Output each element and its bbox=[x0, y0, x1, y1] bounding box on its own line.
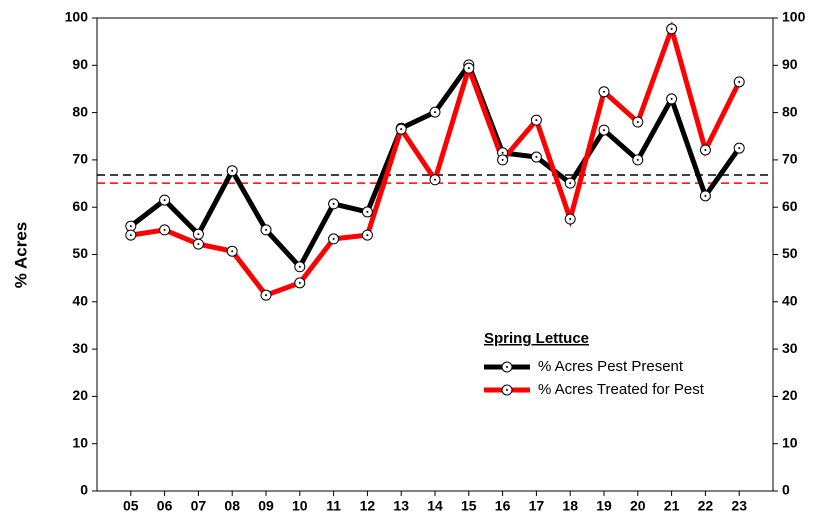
y-tick-label: 50 bbox=[72, 245, 88, 261]
y-tick-label: 80 bbox=[72, 103, 88, 119]
x-tick-label: 20 bbox=[630, 498, 646, 514]
y-tick-label: 0 bbox=[80, 482, 88, 498]
y-tick-label: 10 bbox=[72, 434, 88, 450]
x-tick-label: 23 bbox=[731, 498, 747, 514]
marker-dot bbox=[704, 148, 707, 151]
y-tick-label: 30 bbox=[72, 340, 88, 356]
marker-dot bbox=[231, 250, 234, 253]
marker-dot bbox=[603, 129, 605, 132]
x-tick-label: 19 bbox=[596, 498, 612, 514]
marker-dot bbox=[129, 225, 132, 228]
x-tick-label: 17 bbox=[529, 498, 545, 514]
y-tick-label: 20 bbox=[72, 387, 88, 403]
marker-dot bbox=[535, 156, 538, 159]
marker-dot bbox=[332, 202, 335, 205]
legend-label: % Acres Pest Present bbox=[538, 358, 684, 375]
marker-dot bbox=[636, 121, 639, 124]
y2-tick-label: 30 bbox=[782, 340, 798, 356]
x-tick-label: 14 bbox=[427, 498, 443, 514]
y2-tick-label: 20 bbox=[782, 387, 798, 403]
y2-tick-label: 40 bbox=[782, 293, 798, 309]
marker-dot bbox=[535, 119, 538, 122]
marker-dot bbox=[670, 97, 673, 100]
y-tick-label: 40 bbox=[72, 293, 88, 309]
marker-dot bbox=[197, 243, 200, 246]
x-tick-label: 16 bbox=[495, 498, 511, 514]
y2-tick-label: 10 bbox=[782, 434, 798, 450]
y2-tick-label: 80 bbox=[782, 103, 798, 119]
legend-marker-dot bbox=[506, 389, 508, 391]
marker-dot bbox=[129, 234, 132, 237]
y2-tick-label: 90 bbox=[782, 56, 798, 72]
y2-tick-label: 50 bbox=[782, 245, 798, 261]
marker-dot bbox=[603, 90, 605, 93]
x-tick-label: 07 bbox=[191, 498, 207, 514]
y2-tick-label: 100 bbox=[782, 9, 806, 25]
marker-dot bbox=[670, 27, 673, 30]
y-axis-label: % Acres bbox=[11, 222, 30, 288]
marker-dot bbox=[332, 237, 335, 240]
y2-tick-label: 70 bbox=[782, 151, 798, 167]
x-tick-label: 22 bbox=[698, 498, 714, 514]
marker-dot bbox=[434, 178, 436, 181]
x-tick-label: 09 bbox=[258, 498, 274, 514]
y-tick-label: 70 bbox=[72, 151, 88, 167]
marker-dot bbox=[163, 228, 166, 231]
x-tick-label: 10 bbox=[292, 498, 308, 514]
x-tick-label: 21 bbox=[664, 498, 680, 514]
marker-dot bbox=[400, 128, 403, 131]
x-tick-label: 08 bbox=[224, 498, 240, 514]
marker-dot bbox=[738, 147, 741, 150]
marker-dot bbox=[298, 281, 301, 284]
marker-dot bbox=[738, 80, 741, 83]
marker-dot bbox=[163, 199, 166, 202]
marker-dot bbox=[366, 210, 369, 213]
legend-marker-dot bbox=[506, 366, 508, 368]
x-tick-label: 15 bbox=[461, 498, 477, 514]
marker-dot bbox=[636, 158, 639, 161]
marker-dot bbox=[298, 265, 301, 268]
marker-dot bbox=[197, 233, 200, 236]
marker-dot bbox=[569, 218, 572, 221]
legend-label: % Acres Treated for Pest bbox=[538, 381, 705, 398]
marker-dot bbox=[501, 158, 504, 161]
series-line bbox=[130, 20, 742, 299]
y2-tick-label: 0 bbox=[782, 482, 790, 498]
marker-dot bbox=[265, 228, 267, 231]
marker-dot bbox=[704, 194, 707, 197]
y-tick-label: 100 bbox=[65, 9, 89, 25]
marker-dot bbox=[231, 169, 234, 172]
x-tick-label: 06 bbox=[157, 498, 173, 514]
marker-dot bbox=[366, 234, 369, 237]
x-tick-label: 11 bbox=[326, 498, 341, 514]
y-tick-label: 60 bbox=[72, 198, 88, 214]
y-tick-label: 90 bbox=[72, 56, 88, 72]
marker-dot bbox=[569, 182, 572, 185]
legend-title: Spring Lettuce bbox=[484, 330, 589, 347]
marker-dot bbox=[467, 67, 470, 70]
x-tick-label: 12 bbox=[360, 498, 376, 514]
marker-dot bbox=[501, 151, 504, 154]
x-tick-label: 18 bbox=[562, 498, 578, 514]
marker-dot bbox=[265, 294, 267, 297]
marker-dot bbox=[434, 111, 436, 114]
y2-tick-label: 60 bbox=[782, 198, 798, 214]
x-tick-label: 13 bbox=[393, 498, 409, 514]
plot-frame bbox=[96, 17, 774, 492]
x-tick-label: 05 bbox=[123, 498, 139, 514]
